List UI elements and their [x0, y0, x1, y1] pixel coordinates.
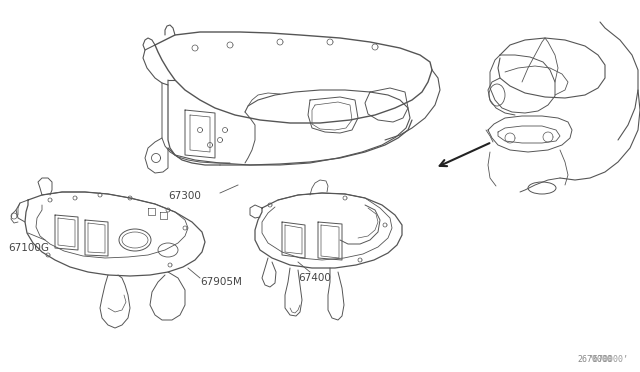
Text: 67905M: 67905M	[200, 277, 242, 287]
Text: 67100G: 67100G	[8, 243, 49, 253]
Text: 2670000: 2670000	[577, 355, 612, 364]
Text: 67300: 67300	[168, 191, 201, 201]
Text: 67400: 67400	[298, 273, 331, 283]
Text: ’670000’: ’670000’	[588, 355, 628, 364]
